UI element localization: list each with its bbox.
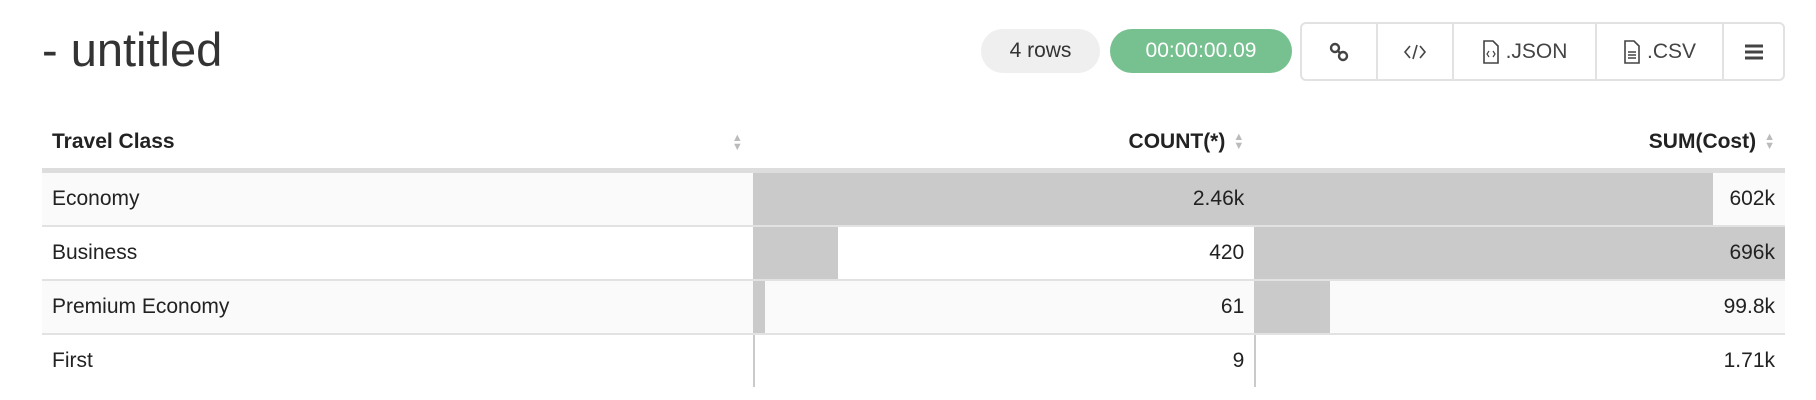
sum-cost-bar [1254,227,1785,279]
count-value: 2.46k [1192,187,1245,210]
table-row: Economy 2.46k 602k [42,170,1785,227]
download-csv-button[interactable]: .CSV [1597,24,1724,79]
toolbar: .JSON .CSV [1300,22,1785,81]
count-cell: 2.46k [752,170,1255,227]
count-value: 9 [1232,349,1245,372]
csv-file-icon [1624,39,1640,64]
sum-cost-value: 99.8k [1723,295,1775,318]
sum-cost-cell: 99.8k [1254,280,1785,335]
sum-cost-bar [1254,335,1256,387]
sum-cost-bar [1254,281,1331,333]
sum-cost-bar [1254,173,1714,225]
count-value: 420 [1209,241,1245,264]
code-icon [1403,44,1427,59]
sort-icon[interactable]: ▲ ▼ [1764,131,1775,153]
count-cell: 9 [752,334,1255,387]
column-header-travel-class[interactable]: Travel Class ▲ ▼ [42,116,753,173]
table-row: Premium Economy 61 99.8k [42,280,1785,335]
count-cell: 420 [752,226,1255,281]
sum-cost-value: 602k [1729,187,1775,210]
sum-cost-value: 696k [1729,241,1775,264]
row-count-badge: 4 rows [981,29,1100,73]
sum-cost-cell: 696k [1254,226,1785,281]
results-table: Travel Class ▲ ▼ COUNT(*) ▲ ▼ SUM(Cost) ▲ ▼ Ec… [42,116,1785,387]
column-header-count[interactable]: COUNT(*) ▲ ▼ [752,116,1255,173]
menu-button[interactable] [1724,24,1783,79]
link-icon [1329,42,1349,61]
download-json-button[interactable]: .JSON [1454,24,1597,79]
count-value: 61 [1220,295,1245,318]
elapsed-time-badge: 00:00:00.09 [1110,29,1292,73]
travel-class-cell: Premium Economy [42,280,753,335]
embed-code-button[interactable] [1378,24,1454,79]
count-bar [752,281,766,333]
count-bar [752,335,755,387]
hamburger-menu-icon [1744,44,1763,59]
json-label: .JSON [1505,39,1568,63]
table-row: First 9 1.71k [42,334,1785,387]
travel-class-cell: First [52,349,93,372]
sort-icon[interactable]: ▲ ▼ [731,132,743,153]
json-file-icon [1482,39,1499,64]
header-row: Travel Class ▲ ▼ COUNT(*) ▲ ▼ SUM(Cost) ▲ ▼ [42,116,1785,173]
sum-cost-cell: 602k [1254,170,1785,227]
count-bar [752,227,839,279]
page-title: - untitled [42,23,223,76]
table-row: Business 420 696k [42,226,1785,281]
copy-link-button[interactable] [1302,24,1378,79]
sum-cost-value: 1.71k [1723,349,1775,372]
travel-class-cell: Business [42,226,753,281]
sort-icon[interactable]: ▲ ▼ [1233,131,1245,153]
count-bar [752,173,1255,225]
column-header-sum-cost[interactable]: SUM(Cost) ▲ ▼ [1254,116,1785,173]
count-cell: 61 [752,280,1255,335]
csv-label: .CSV [1646,39,1696,63]
sum-cost-cell: 1.71k [1254,334,1785,387]
travel-class-cell: Economy [42,170,753,227]
